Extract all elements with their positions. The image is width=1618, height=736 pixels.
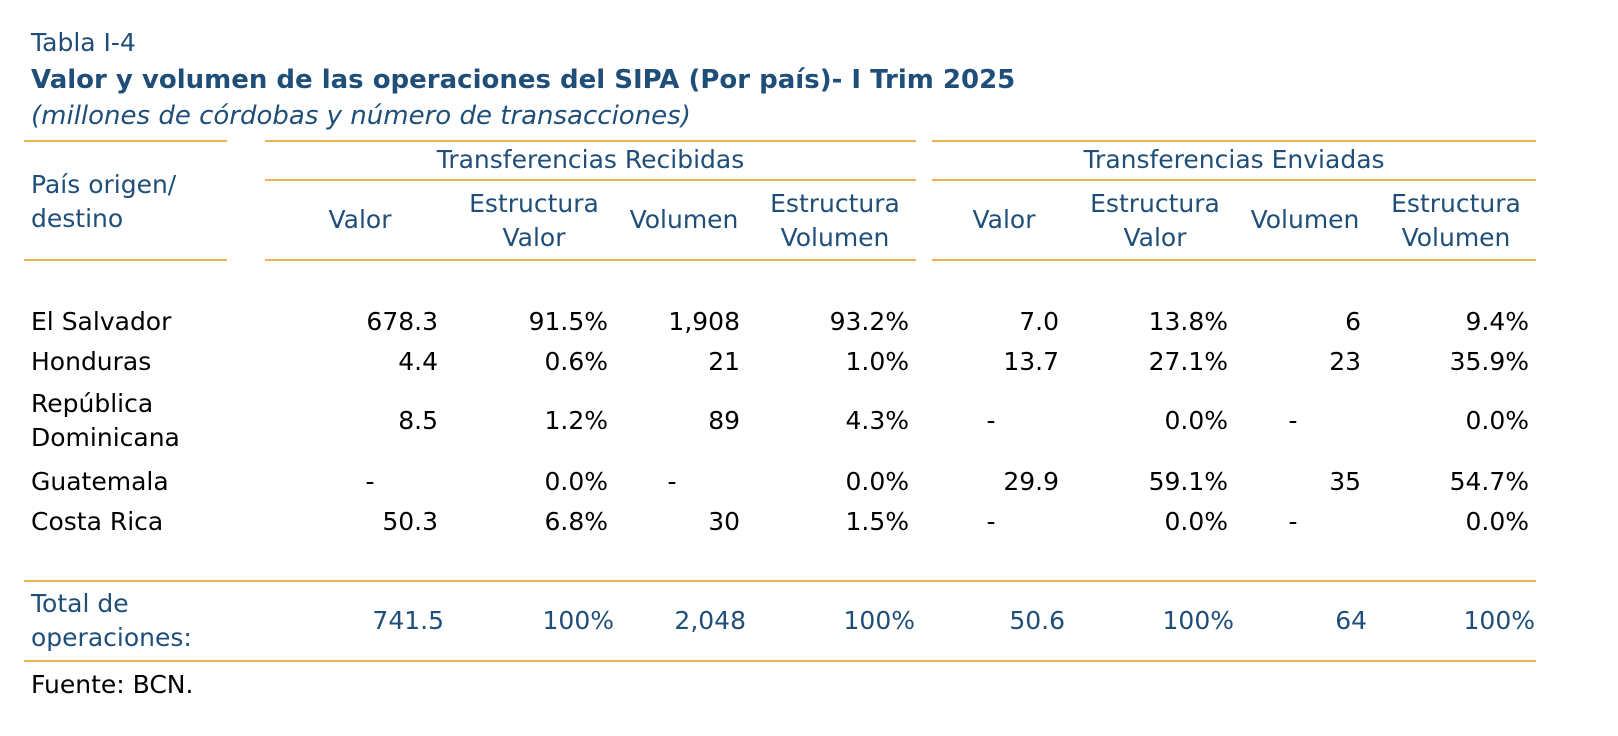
cell-volumen-sent: 64 — [1335, 606, 1367, 635]
row-label: Guatemala — [31, 465, 169, 499]
cell-volumen-sent: - — [1288, 507, 1298, 536]
rule-top-left — [24, 140, 227, 142]
cell-estructura-valor-received: 91.5% — [528, 307, 608, 336]
cell-valor-received: 4.4 — [398, 347, 438, 376]
cell-estructura-valor-sent: 27.1% — [1148, 347, 1228, 376]
cell-valor-received: 50.3 — [382, 507, 438, 536]
cell-volumen-sent: 35 — [1329, 467, 1361, 496]
cell-volumen-received: - — [667, 467, 677, 496]
cell-estructura-valor-received: 0.6% — [544, 347, 608, 376]
cell-estructura-volumen-sent: 35.9% — [1449, 347, 1529, 376]
table-title: Valor y volumen de las operaciones del S… — [31, 65, 1016, 95]
table-caption: Tabla I-4 — [31, 28, 136, 57]
rule-top-sent — [932, 140, 1536, 142]
cell-estructura-volumen-sent: 54.7% — [1449, 467, 1529, 496]
row-label: Honduras — [31, 345, 151, 379]
cell-volumen-sent: - — [1288, 406, 1298, 435]
table-subtitle: (millones de córdobas y número de transa… — [31, 101, 691, 131]
rule-header-sent — [932, 259, 1536, 261]
row-label-line: Guatemala — [31, 467, 169, 496]
rule-total-bottom — [24, 660, 1536, 662]
cell-estructura-valor-sent: 0.0% — [1164, 406, 1228, 435]
rule-top-received — [265, 140, 916, 142]
group-header-sent: Transferencias Enviadas — [1083, 145, 1385, 174]
row-label-line: Costa Rica — [31, 507, 164, 536]
row-label-line: El Salvador — [31, 307, 172, 336]
cell-estructura-valor-received: 100% — [542, 606, 614, 635]
cell-valor-sent: 13.7 — [1003, 347, 1059, 376]
cell-estructura-valor-sent: 13.8% — [1148, 307, 1228, 336]
col-header-estructura-valor-received: Estructura Valor — [469, 189, 599, 252]
row-label: Costa Rica — [31, 505, 163, 539]
cell-estructura-volumen-sent: 0.0% — [1465, 406, 1529, 435]
rule-group-sent — [932, 179, 1536, 181]
row-label: El Salvador — [31, 305, 171, 339]
col-header-estructura-volumen-received: Estructura Volumen — [770, 189, 900, 252]
cell-valor-received: 678.3 — [366, 307, 438, 336]
total-row-label: Total de operaciones: — [31, 587, 192, 655]
rule-header-left — [24, 259, 227, 261]
cell-volumen-sent: 23 — [1329, 347, 1361, 376]
row-label-line: Honduras — [31, 347, 152, 376]
row-label-line: Total de — [31, 589, 129, 618]
cell-estructura-volumen-received: 0.0% — [845, 467, 909, 496]
cell-volumen-received: 89 — [708, 406, 740, 435]
row-header-line-1: País origen/ — [31, 170, 177, 199]
col-header-valor-received: Valor — [328, 205, 392, 234]
col-header-volumen-received: Volumen — [629, 205, 739, 234]
cell-volumen-sent: 6 — [1345, 307, 1361, 336]
cell-volumen-received: 21 — [708, 347, 740, 376]
row-label: República Dominicana — [31, 387, 180, 455]
rule-total-top — [24, 580, 1536, 582]
col-header-estructura-valor-sent: Estructura Valor — [1090, 189, 1220, 252]
cell-estructura-volumen-received: 1.5% — [845, 507, 909, 536]
col-header-estructura-volumen-sent: Estructura Volumen — [1391, 189, 1521, 252]
cell-valor-sent: 50.6 — [1009, 606, 1065, 635]
cell-estructura-valor-sent: 59.1% — [1148, 467, 1228, 496]
rule-group-received — [265, 179, 916, 181]
cell-valor-received: 8.5 — [398, 406, 438, 435]
cell-valor-sent: - — [986, 406, 996, 435]
row-header-line-2: destino — [31, 204, 124, 233]
cell-estructura-volumen-sent: 100% — [1463, 606, 1535, 635]
cell-estructura-volumen-received: 100% — [843, 606, 915, 635]
cell-valor-received: 741.5 — [372, 606, 444, 635]
cell-estructura-volumen-received: 93.2% — [829, 307, 909, 336]
col-header-volumen-sent: Volumen — [1250, 205, 1360, 234]
cell-volumen-received: 1,908 — [668, 307, 740, 336]
cell-estructura-volumen-received: 1.0% — [845, 347, 909, 376]
rule-header-received — [265, 259, 916, 261]
row-header-label: País origen/ destino — [31, 168, 176, 236]
cell-estructura-valor-received: 1.2% — [544, 406, 608, 435]
source-note: Fuente: BCN. — [31, 670, 194, 699]
cell-estructura-valor-sent: 0.0% — [1164, 507, 1228, 536]
cell-volumen-received: 30 — [708, 507, 740, 536]
cell-valor-sent: 29.9 — [1003, 467, 1059, 496]
row-label-line: Dominicana — [31, 423, 180, 452]
cell-volumen-received: 2,048 — [674, 606, 746, 635]
cell-valor-received: - — [365, 467, 375, 496]
group-header-received: Transferencias Recibidas — [436, 145, 745, 174]
cell-estructura-volumen-sent: 0.0% — [1465, 507, 1529, 536]
cell-estructura-valor-received: 6.8% — [544, 507, 608, 536]
cell-estructura-valor-sent: 100% — [1162, 606, 1234, 635]
row-label-line: República — [31, 389, 154, 418]
cell-estructura-volumen-sent: 9.4% — [1465, 307, 1529, 336]
cell-valor-sent: - — [986, 507, 996, 536]
row-label-line: operaciones: — [31, 623, 192, 652]
cell-estructura-valor-received: 0.0% — [544, 467, 608, 496]
cell-valor-sent: 7.0 — [1019, 307, 1059, 336]
cell-estructura-volumen-received: 4.3% — [845, 406, 909, 435]
col-header-valor-sent: Valor — [972, 205, 1036, 234]
